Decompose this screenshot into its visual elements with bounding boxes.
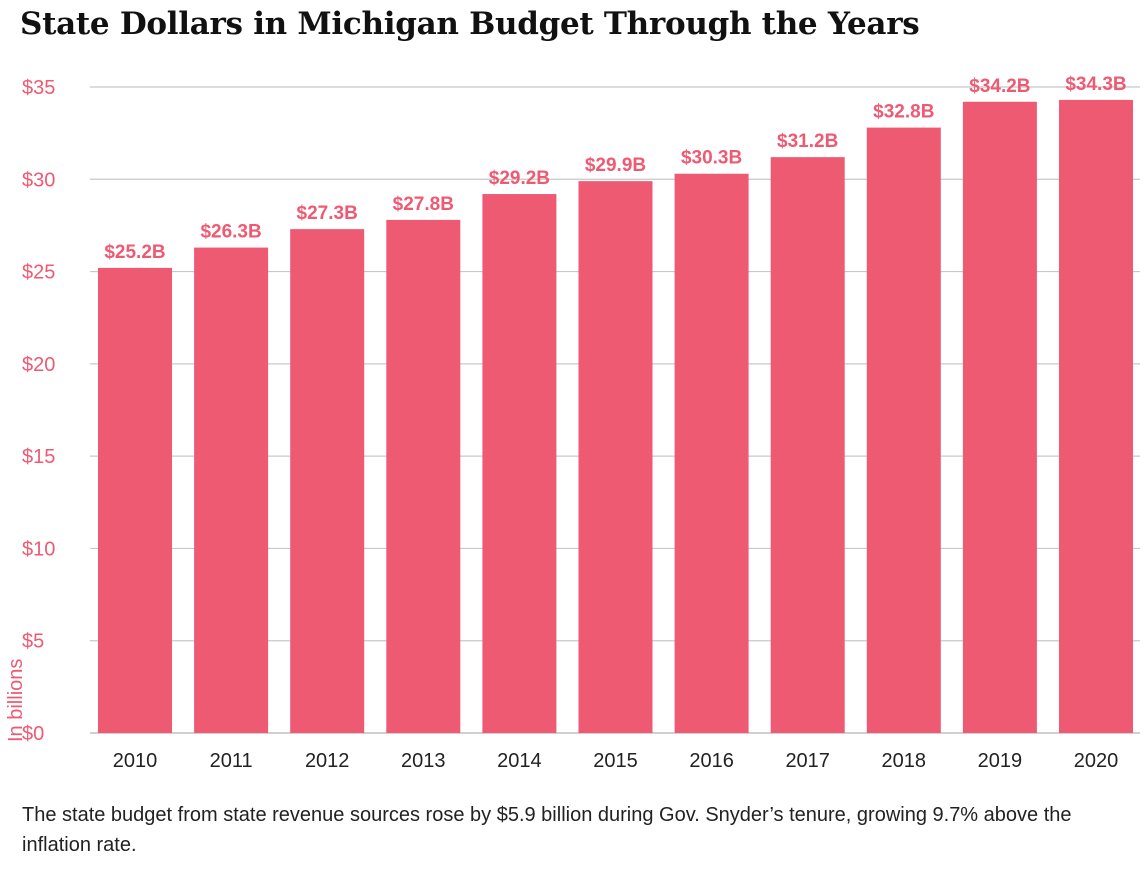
bar-value-label: $25.2B [104, 242, 165, 263]
x-tick-label: 2017 [785, 750, 830, 772]
y-tick-label: $20 [22, 354, 55, 376]
bar [1059, 99, 1133, 734]
y-tick-label: $5 [22, 631, 44, 653]
x-tick-label: 2018 [882, 750, 927, 772]
x-tick-label: 2014 [497, 750, 542, 772]
bars [98, 99, 1133, 734]
bar [962, 101, 1037, 733]
x-tick-label: 2019 [978, 750, 1023, 772]
x-tick-label: 2012 [305, 750, 350, 772]
x-tick-label: 2015 [593, 750, 638, 772]
bar [482, 194, 557, 734]
bar-value-labels: $25.2B $26.3B $27.3B $27.8B $29.2B $29.9B $30.… [104, 74, 1126, 263]
y-tick-label: $15 [22, 446, 55, 468]
y-tick-label: $10 [22, 538, 55, 560]
bar [290, 229, 365, 733]
x-axis-ticks: 2010 2011 2012 2013 2014 2015 2016 2017 2018 2019… [113, 750, 1119, 772]
bar-value-label: $29.9B [585, 155, 646, 176]
bar [674, 173, 749, 734]
y-axis-label: In billions [5, 659, 27, 742]
bar [770, 157, 845, 733]
bar-value-label: $30.3B [681, 148, 742, 169]
bar-value-label: $31.2B [777, 131, 838, 152]
bar [194, 247, 269, 733]
bar [386, 219, 461, 734]
bar-value-label: $29.2B [489, 168, 550, 189]
y-tick-label: $35 [22, 77, 55, 99]
bar [578, 181, 653, 734]
y-tick-label: $30 [22, 169, 55, 191]
x-tick-label: 2016 [689, 750, 734, 772]
bar-value-label: $27.3B [297, 203, 358, 224]
bar [866, 127, 941, 733]
bar [98, 267, 172, 733]
bar-value-label: $26.3B [200, 222, 261, 243]
bar-value-label: $34.3B [1065, 74, 1126, 95]
chart-note: The state budget from state revenue sour… [22, 804, 1072, 856]
y-tick-label: $0 [22, 723, 44, 745]
y-tick-label: $25 [22, 262, 55, 284]
bar-chart: $0 $5 $10 $15 $20 $25 $30 $35 $25.2B $26.3B $27.3… [5, 74, 1140, 772]
y-axis-ticks: $0 $5 $10 $15 $20 $25 $30 $35 [22, 77, 55, 745]
x-tick-label: 2010 [113, 750, 158, 772]
bar-value-label: $32.8B [873, 102, 934, 123]
x-tick-label: 2011 [210, 750, 253, 772]
bar-value-label: $27.8B [393, 194, 454, 215]
bar-value-label: $34.2B [969, 76, 1030, 97]
x-tick-label: 2013 [401, 750, 446, 772]
chart-title: State Dollars in Michigan Budget Through… [20, 6, 920, 42]
x-tick-label: 2020 [1074, 750, 1119, 772]
